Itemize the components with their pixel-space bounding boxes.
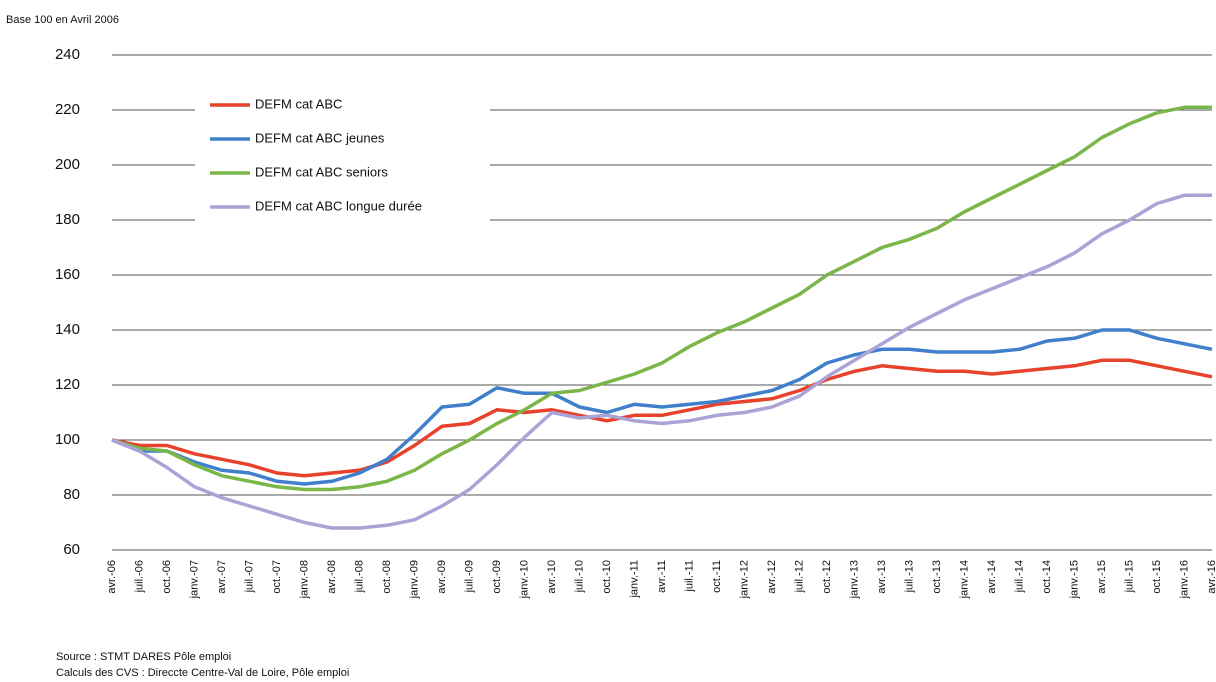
x-tick-label: avr.-14 xyxy=(986,560,998,594)
x-tick-label: avr.-09 xyxy=(436,560,448,594)
y-tick-label: 60 xyxy=(63,541,80,558)
x-tick-label: oct.-15 xyxy=(1151,560,1163,594)
x-tick-label: janv.-15 xyxy=(1068,560,1080,599)
x-tick-label: avr.-12 xyxy=(766,560,778,594)
y-tick-label: 120 xyxy=(55,376,80,393)
y-tick-label: 180 xyxy=(55,211,80,228)
legend-label: DEFM cat ABC jeunes xyxy=(255,130,385,145)
x-tick-label: avr.-10 xyxy=(546,560,558,594)
x-tick-label: avr.-15 xyxy=(1096,560,1108,594)
x-tick-label: janv.-12 xyxy=(738,560,750,599)
x-tick-label: juil.-14 xyxy=(1013,560,1025,593)
x-tick-label: oct.-07 xyxy=(271,560,283,594)
x-tick-label: oct.-14 xyxy=(1041,560,1053,594)
x-tick-label: avr.-08 xyxy=(326,560,338,594)
x-tick-label: avr.-06 xyxy=(106,560,118,594)
x-tick-label: juil.-08 xyxy=(353,560,365,593)
x-tick-label: janv.-13 xyxy=(848,560,860,599)
y-tick-label: 220 xyxy=(55,101,80,118)
x-tick-label: janv.-11 xyxy=(628,560,640,599)
x-tick-label: oct.-06 xyxy=(161,560,173,594)
legend-label: DEFM cat ABC xyxy=(255,96,342,111)
x-tick-label: juil.-15 xyxy=(1123,560,1135,593)
x-tick-label: janv.-08 xyxy=(298,560,310,599)
legend-box xyxy=(195,90,490,225)
y-tick-label: 100 xyxy=(55,431,80,448)
y-tick-label: 140 xyxy=(55,321,80,338)
x-tick-label: avr.-16 xyxy=(1206,560,1216,594)
x-tick-label: oct.-08 xyxy=(381,560,393,594)
source-note: Source : STMT DARES Pôle emploi xyxy=(56,651,231,663)
x-tick-label: juil.-12 xyxy=(793,560,805,593)
x-tick-label: janv.-14 xyxy=(958,560,970,599)
x-tick-label: juil.-07 xyxy=(243,560,255,593)
x-tick-label: juil.-13 xyxy=(903,560,915,593)
series-line xyxy=(111,105,1212,492)
legend-label: DEFM cat ABC longue durée xyxy=(255,198,422,213)
series-line xyxy=(111,193,1212,530)
x-tick-label: juil.-06 xyxy=(133,560,145,593)
x-tick-label: oct.-10 xyxy=(601,560,613,594)
x-tick-label: oct.-09 xyxy=(491,560,503,594)
subtitle: Base 100 en Avril 2006 xyxy=(6,14,119,26)
x-tick-label: juil.-09 xyxy=(463,560,475,593)
x-tick-label: oct.-11 xyxy=(711,560,723,593)
y-tick-label: 200 xyxy=(55,156,80,173)
x-tick-label: avr.-07 xyxy=(216,560,228,594)
x-tick-label: oct.-13 xyxy=(931,560,943,594)
x-tick-label: janv.-09 xyxy=(408,560,420,599)
x-tick-label: janv.-07 xyxy=(188,560,200,599)
series-line xyxy=(111,358,1213,478)
calc-note: Calculs des CVS : Direccte Centre-Val de… xyxy=(56,667,349,679)
x-tick-label: janv.-16 xyxy=(1178,560,1190,599)
y-tick-label: 80 xyxy=(63,486,80,503)
x-tick-label: juil.-10 xyxy=(573,560,585,593)
x-tick-label: avr.-13 xyxy=(876,560,888,594)
y-tick-label: 240 xyxy=(55,46,80,63)
x-tick-label: janv.-10 xyxy=(518,560,530,599)
series-line xyxy=(111,328,1213,486)
x-tick-label: oct.-12 xyxy=(821,560,833,594)
x-tick-label: avr.-11 xyxy=(656,560,668,593)
y-tick-label: 160 xyxy=(55,266,80,283)
legend-label: DEFM cat ABC seniors xyxy=(255,164,388,179)
x-tick-label: juil.-11 xyxy=(683,560,695,593)
